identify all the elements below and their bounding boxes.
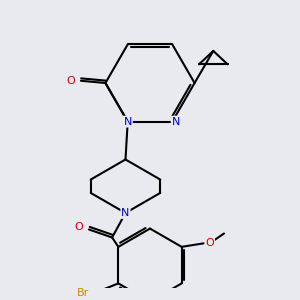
Text: N: N <box>172 117 180 127</box>
Text: N: N <box>124 117 132 127</box>
Text: Br: Br <box>76 288 89 298</box>
Text: O: O <box>67 76 76 86</box>
Text: N: N <box>121 208 130 218</box>
Text: O: O <box>206 238 214 248</box>
Text: O: O <box>75 222 83 232</box>
